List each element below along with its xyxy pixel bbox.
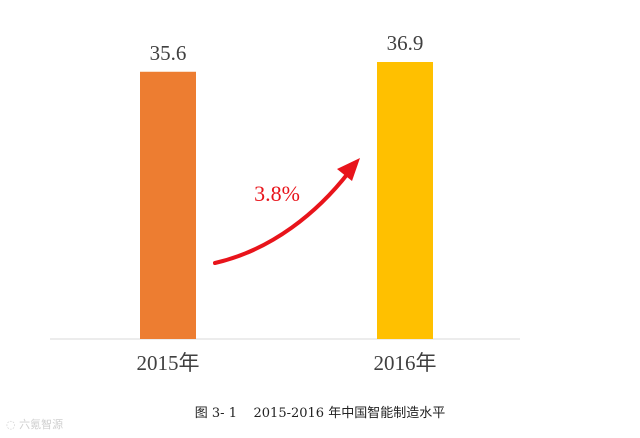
growth-arrow <box>213 170 351 265</box>
figure-title: 2015-2016 年中国智能制造水平 <box>253 406 446 421</box>
figure-number: 图 3- 1 <box>194 406 237 421</box>
bar-1 <box>140 71 196 340</box>
chart: 35.6 36.9 2015年 2016年 3.8% <box>50 31 520 375</box>
x-tick-label-2: 2016年 <box>374 351 437 375</box>
growth-arrowhead-icon <box>337 158 360 181</box>
bar-2 <box>377 62 433 339</box>
watermark-text: 六氪智源 <box>19 418 64 431</box>
x-tick-labels-group: 2015年 2016年 <box>137 351 437 375</box>
x-tick-label-1: 2015年 <box>137 351 200 375</box>
data-label-1: 35.6 <box>150 41 187 65</box>
data-label-2: 36.9 <box>387 31 424 55</box>
watermark: ◌ 六氪智源 <box>6 416 63 432</box>
growth-annotation: 3.8% <box>254 181 300 206</box>
value-labels-group: 35.6 36.9 <box>150 31 424 65</box>
figure-caption: 图 3- 1 2015-2016 年中国智能制造水平 <box>0 402 640 421</box>
watermark-logo-icon: ◌ <box>6 418 16 431</box>
bars-group <box>140 62 433 340</box>
